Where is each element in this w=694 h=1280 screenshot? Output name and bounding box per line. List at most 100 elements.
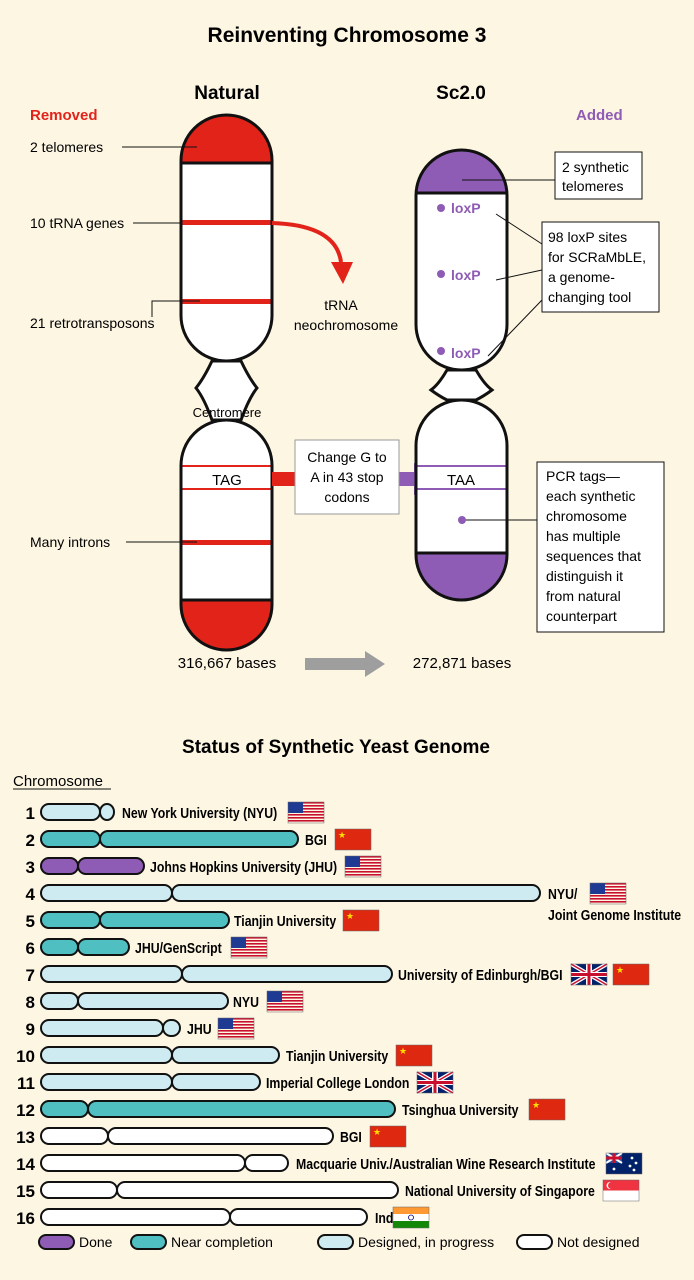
lab-label: NYU xyxy=(233,994,259,1010)
chromosome-bar xyxy=(40,1154,289,1172)
chromosome-bar xyxy=(40,803,115,821)
natural-label: Natural xyxy=(194,83,259,104)
flag-cn-icon: ★ xyxy=(612,963,650,986)
trna-label-1: tRNA xyxy=(324,297,358,313)
loxp-box xyxy=(541,221,660,313)
chromosome-number: 9 xyxy=(26,1020,35,1039)
synthetic-telomeres-line-1: 2 synthetic xyxy=(562,159,629,175)
flag-cn-icon: ★ xyxy=(342,909,380,932)
flag-sg-icon xyxy=(602,1179,640,1202)
chromosome-header: Chromosome xyxy=(13,773,103,790)
flag-us-icon xyxy=(217,1017,255,1040)
pcr-line-4: has multiple xyxy=(546,528,621,544)
chromosome-bar xyxy=(40,1019,181,1037)
chromosome-bar xyxy=(40,965,393,983)
chromosome-number: 14 xyxy=(16,1155,35,1174)
legend-item-near: Near completion xyxy=(130,1234,273,1250)
main-title: Reinventing Chromosome 3 xyxy=(208,24,487,47)
trna-arrow xyxy=(271,221,343,263)
chromosome-row-9: 9 JHU xyxy=(26,1017,255,1040)
svg-text:★: ★ xyxy=(338,830,346,840)
chromosome-number: 10 xyxy=(16,1047,35,1066)
chromosome-number: 12 xyxy=(16,1101,35,1120)
chromosome-row-16: 16India? xyxy=(16,1206,430,1229)
legend-item-done: Done xyxy=(38,1234,113,1250)
flag-us-icon xyxy=(344,855,382,878)
legend-item-not: Not designed xyxy=(516,1234,640,1250)
chromosome-row-1: 1 New York University (NYU) xyxy=(26,801,325,824)
synthetic-telomeres-line-2: telomeres xyxy=(562,178,623,194)
lab-label: University of Edinburgh/BGI xyxy=(398,967,563,983)
chromosome-bar xyxy=(40,1127,334,1145)
chromosome-row-3: 3 Johns Hopkins University (JHU) xyxy=(26,855,382,878)
loxp-box-line-1: 98 loxP sites xyxy=(548,229,627,245)
loxp-label-3: loxP xyxy=(451,345,481,361)
legend-label: Done xyxy=(79,1234,113,1250)
pcr-line-5: sequences that xyxy=(546,548,641,564)
chromosome-number: 11 xyxy=(17,1074,35,1093)
legend-item-designed: Designed, in progress xyxy=(317,1234,494,1250)
legend-label: Near completion xyxy=(171,1234,273,1250)
chromosome-bar xyxy=(40,884,541,902)
legend-swatch xyxy=(130,1234,167,1250)
svg-text:★: ★ xyxy=(373,1127,381,1137)
flag-cn-icon: ★ xyxy=(395,1044,433,1067)
svg-text:★: ★ xyxy=(346,911,354,921)
chromosome-row-8: 8 NYU xyxy=(26,990,304,1013)
lab-label: National University of Singapore xyxy=(405,1183,595,1199)
natural-bases: 316,667 bases xyxy=(178,655,276,672)
chromosome-number: 15 xyxy=(16,1182,35,1201)
pcr-box xyxy=(536,461,665,633)
pcr-line-3: chromosome xyxy=(546,508,627,524)
chromosome-row-5: 5 Tianjin University ★ xyxy=(26,909,380,932)
loxp-box-line-4: changing tool xyxy=(548,289,631,305)
change-line-1: Change G to xyxy=(307,449,387,465)
loxp-label-1: loxP xyxy=(451,200,481,216)
chromosome-bar xyxy=(40,1100,396,1118)
removed-item-retrotransposons: 21 retrotransposons xyxy=(30,315,155,331)
chromosome-bar xyxy=(40,830,299,848)
flag-us-icon xyxy=(287,801,325,824)
pcr-line-1: PCR tags— xyxy=(546,468,620,484)
lab-label: Tianjin University xyxy=(234,913,337,929)
lab-label: JHU xyxy=(187,1021,212,1037)
status-title: Status of Synthetic Yeast Genome xyxy=(182,737,490,758)
legend-swatch xyxy=(38,1234,75,1250)
lab-label: Tianjin University xyxy=(286,1048,389,1064)
sc20-bases: 272,871 bases xyxy=(413,655,511,672)
chromosome-bar xyxy=(40,1208,368,1226)
chromosome-row-6: 6 JHU/GenScript xyxy=(26,936,268,959)
lab-label: JHU/GenScript xyxy=(135,940,222,956)
removed-item-introns: Many introns xyxy=(30,534,110,550)
change-line-2: A in 43 stop xyxy=(310,469,383,485)
sc20-chromosome xyxy=(414,148,509,602)
chromosome-bar xyxy=(40,911,230,929)
synthetic-telomeres-box xyxy=(554,151,643,200)
change-box xyxy=(294,439,400,515)
flag-cn-icon: ★ xyxy=(369,1125,407,1148)
chromosome-row-12: 12 Tsinghua University ★ xyxy=(16,1098,566,1121)
chromosome-number: 5 xyxy=(26,912,35,931)
lab-label: BGI xyxy=(340,1129,362,1145)
removed-callouts: 2 telomeres 10 tRNA genes 21 retrotransp… xyxy=(30,139,200,550)
flag-us-icon xyxy=(230,936,268,959)
flag-uk-icon xyxy=(569,962,609,987)
loxp-label-2: loxP xyxy=(451,267,481,283)
removed-label: Removed xyxy=(30,107,98,124)
lab-label: New York University (NYU) xyxy=(122,805,277,821)
removed-item-trna: 10 tRNA genes xyxy=(30,215,124,231)
pcr-line-7: from natural xyxy=(546,588,621,604)
change-line-3: codons xyxy=(324,489,369,505)
chromosome-row-7: 7 University of Edinburgh/BGI ★ xyxy=(26,962,650,987)
flag-cn-icon: ★ xyxy=(528,1098,566,1121)
svg-text:★: ★ xyxy=(532,1100,540,1110)
svg-text:★: ★ xyxy=(616,965,624,975)
status-legend: Done Near completion Designed, in progress… xyxy=(38,1234,640,1250)
loxp-box-line-3: a genome- xyxy=(548,269,615,285)
chromosome-number: 1 xyxy=(26,804,35,823)
chromosome-number: 6 xyxy=(26,939,35,958)
flag-in-icon xyxy=(392,1206,430,1229)
legend-label: Not designed xyxy=(557,1234,640,1250)
chromosome-number: 16 xyxy=(16,1209,35,1228)
